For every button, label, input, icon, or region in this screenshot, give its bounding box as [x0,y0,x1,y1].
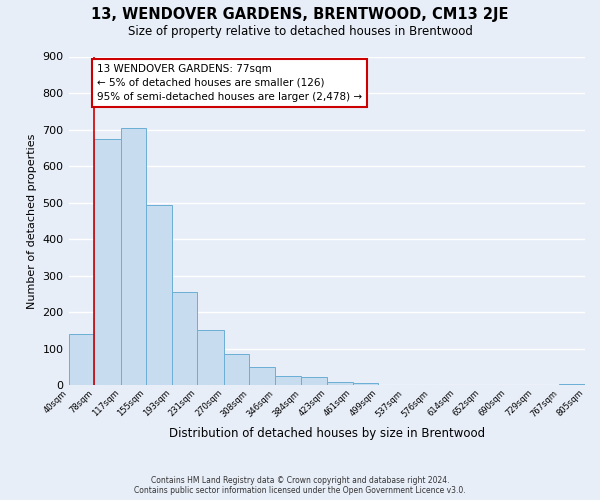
Bar [327,382,353,386]
Bar [68,334,94,386]
Bar [379,385,404,386]
Text: Contains HM Land Registry data © Crown copyright and database right 2024.
Contai: Contains HM Land Registry data © Crown c… [134,476,466,495]
Bar [197,330,224,386]
Bar [94,138,121,386]
Bar [250,367,275,386]
Bar [224,354,250,386]
Y-axis label: Number of detached properties: Number of detached properties [27,134,37,308]
Text: 13, WENDOVER GARDENS, BRENTWOOD, CM13 2JE: 13, WENDOVER GARDENS, BRENTWOOD, CM13 2J… [91,8,509,22]
Bar [121,128,146,386]
Bar [172,292,197,386]
Bar [353,383,379,386]
X-axis label: Distribution of detached houses by size in Brentwood: Distribution of detached houses by size … [169,427,485,440]
Text: Size of property relative to detached houses in Brentwood: Size of property relative to detached ho… [128,25,472,38]
Bar [559,384,585,386]
Bar [301,378,327,386]
Bar [146,206,172,386]
Text: 13 WENDOVER GARDENS: 77sqm
← 5% of detached houses are smaller (126)
95% of semi: 13 WENDOVER GARDENS: 77sqm ← 5% of detac… [97,64,362,102]
Bar [275,376,301,386]
